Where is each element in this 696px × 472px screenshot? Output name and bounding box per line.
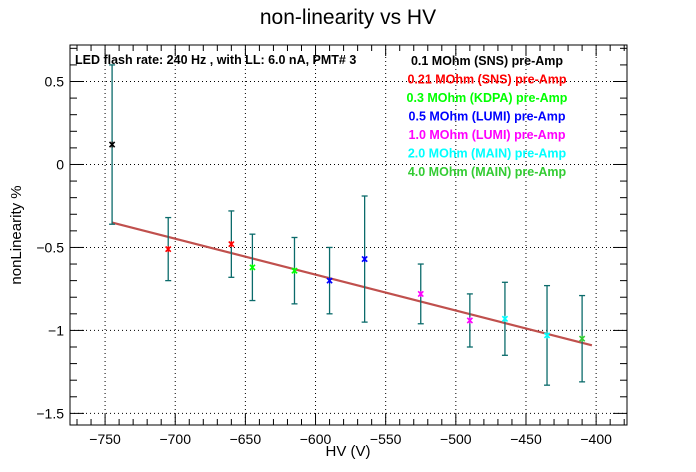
data-point-marker — [466, 317, 474, 324]
data-point-marker — [326, 277, 333, 284]
data-point-marker — [291, 267, 298, 274]
legend: 0.1 MOhm (SNS) pre-Amp 0.21 MOhm (SNS) pr… — [407, 54, 568, 179]
x-tick-label: −500 — [440, 431, 472, 447]
x-tick-label: −650 — [230, 431, 262, 447]
y-tick-label: −0.5 — [36, 239, 64, 255]
chart-title: non-linearity vs HV — [260, 6, 436, 29]
legend-entry: 0.3 MOhm (KDPA) pre-Amp — [407, 91, 568, 105]
data-point-marker — [417, 290, 424, 298]
data-point-marker — [501, 315, 509, 322]
x-tick-label: −750 — [89, 431, 121, 447]
legend-entry: 0.21 MOhm (SNS) pre-Amp — [407, 73, 566, 87]
y-tick-label: 0.5 — [45, 74, 65, 90]
x-tick-label: −400 — [580, 431, 612, 447]
y-axis-title: nonLinearity % — [8, 185, 25, 284]
legend-entry: 2.0 MOhm (MAIN) pre-Amp — [408, 147, 567, 161]
y-tick-label: −1.5 — [36, 405, 64, 421]
x-tick-label: −600 — [300, 431, 332, 447]
data-point-marker — [228, 240, 235, 248]
data-point-marker — [165, 245, 172, 253]
x-tick-label: −550 — [370, 431, 402, 447]
data-point-marker — [578, 335, 586, 342]
data-point-marker — [361, 255, 368, 263]
data-point-marker — [543, 332, 551, 339]
axes: −750 −700 −650 −600 −550 −500 −450 −400 0.5 0 −0.5… — [36, 45, 627, 447]
fit-line-group — [111, 221, 593, 347]
x-tick-label: −450 — [510, 431, 542, 447]
x-tick-label: −700 — [159, 431, 191, 447]
data-point-marker — [249, 264, 256, 271]
y-tick-label: −1 — [48, 322, 64, 338]
data-points — [108, 64, 586, 386]
legend-entry: 0.5 MOhm (LUMI) pre-Amp — [409, 110, 566, 124]
chart-annotation: LED flash rate: 240 Hz , with LL: 6.0 nA… — [75, 53, 356, 67]
y-tick-label: 0 — [56, 156, 64, 172]
fit-line — [111, 221, 593, 347]
data-point-marker — [108, 141, 116, 148]
x-axis-title: HV (V) — [326, 443, 371, 460]
legend-entry: 1.0 MOhm (LUMI) pre-Amp — [409, 128, 566, 142]
legend-entry: 4.0 MOhm (MAIN) pre-Amp — [408, 165, 567, 179]
legend-entry: 0.1 MOhm (SNS) pre-Amp — [411, 54, 563, 68]
